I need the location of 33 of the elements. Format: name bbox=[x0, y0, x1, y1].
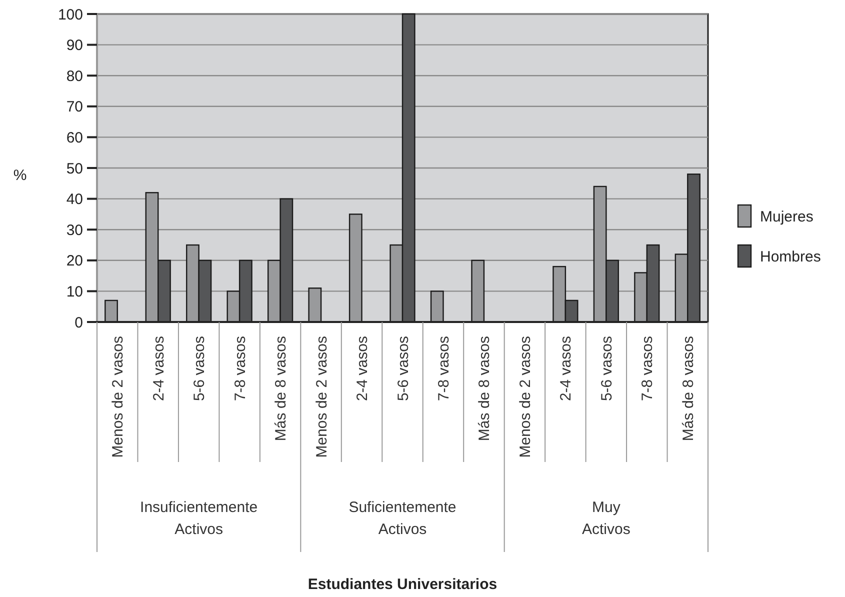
y-tick-label: 20 bbox=[66, 252, 83, 270]
y-tick-label: 10 bbox=[66, 283, 83, 300]
x-tick-label: 5-6 vasos bbox=[598, 336, 616, 402]
x-tick-label: 5-6 vasos bbox=[394, 336, 412, 402]
text: Muy Activos bbox=[582, 499, 630, 538]
x-tick-label: 2-4 vasos bbox=[150, 336, 168, 402]
x-tick-label: 5-6 vasos bbox=[191, 336, 208, 402]
x-tick-label: 2-4 vasos bbox=[354, 336, 372, 402]
x-tick-label: Más de 8 vasos bbox=[680, 336, 697, 442]
y-tick-label: 80 bbox=[66, 68, 83, 85]
x-tick-label: Menos de 2 vasos bbox=[516, 336, 534, 458]
legend-label: Mujeres bbox=[760, 208, 814, 226]
x-tick-label: Menos de 2 vasos bbox=[313, 336, 330, 458]
y-tick-label: 90 bbox=[66, 37, 83, 54]
x-tick-label: Más de 8 vasos bbox=[272, 336, 290, 442]
x-tick-label: Más de 8 vasos bbox=[476, 336, 494, 442]
y-tick-label: 50 bbox=[66, 160, 83, 178]
text: Insuficientemente Activos bbox=[140, 499, 258, 538]
text: Estudiantes Universitarios bbox=[308, 576, 498, 593]
y-tick-label: 0 bbox=[74, 314, 83, 332]
y-axis-title: % bbox=[13, 167, 27, 184]
y-tick-label: 70 bbox=[66, 98, 83, 116]
y-tick-label: 100 bbox=[58, 6, 83, 24]
y-tick-label: 30 bbox=[66, 222, 83, 239]
y-tick-label: 60 bbox=[66, 129, 83, 146]
x-tick-label: 7-8 vasos bbox=[232, 336, 249, 402]
text: Suficientemente Activos bbox=[348, 499, 456, 538]
x-tick-label: 7-8 vasos bbox=[435, 336, 452, 402]
x-tick-label: 2-4 vasos bbox=[558, 336, 575, 402]
x-tick-label: 7-8 vasos bbox=[639, 336, 656, 402]
y-tick-label: 40 bbox=[66, 191, 83, 208]
x-tick-label: Menos de 2 vasos bbox=[110, 336, 127, 458]
legend-label: Hombres bbox=[760, 248, 821, 266]
